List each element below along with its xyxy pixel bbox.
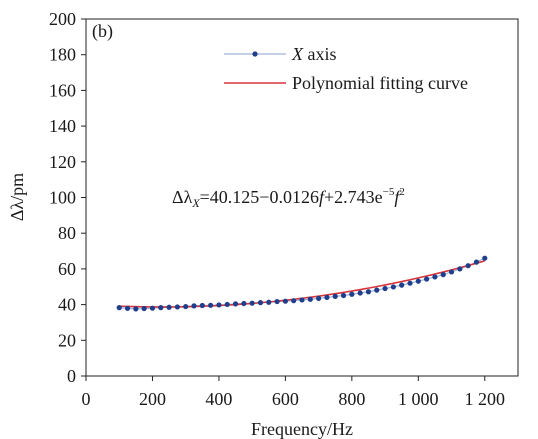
y-tick-label: 40 — [58, 295, 76, 315]
data-point — [340, 292, 347, 299]
data-point — [440, 272, 446, 278]
data-point — [191, 303, 197, 309]
data-point — [274, 298, 280, 305]
data-point — [465, 263, 471, 269]
legend-entry-fit: Polynomial fitting curve — [224, 73, 468, 93]
data-point — [365, 289, 372, 295]
data-point — [432, 274, 438, 280]
x-tick-label: 200 — [139, 389, 166, 409]
eq-subscript-x: X — [191, 196, 200, 210]
data-point — [357, 290, 363, 296]
legend-entry-x-axis: X axis — [224, 44, 337, 64]
data-point — [199, 302, 205, 309]
data-point — [448, 269, 455, 275]
data-point — [407, 280, 413, 286]
x-tick-label: 1 000 — [398, 389, 439, 409]
x-tick-label: 1 200 — [465, 389, 506, 409]
x-tick-label: 0 — [82, 389, 91, 409]
data-point — [124, 305, 131, 311]
data-point — [382, 285, 388, 292]
data-point — [399, 282, 405, 288]
data-point — [424, 276, 430, 282]
data-point — [316, 295, 322, 301]
x-axis-label: Frequency/Hz — [251, 419, 353, 439]
data-point — [183, 303, 189, 310]
axes: 0 200 400 600 800 1 000 1 200 0 20 40 60 80 100 120 14… — [49, 9, 505, 409]
data-point — [307, 296, 313, 302]
data-point — [349, 291, 355, 297]
data-point — [174, 304, 180, 310]
y-tick-label: 200 — [49, 9, 76, 29]
data-point — [473, 259, 480, 265]
eq-f2: f — [394, 187, 402, 207]
eq-delta-lambda: Δλ — [172, 187, 193, 207]
eq-quadratic-coef: +2.743e — [324, 187, 383, 207]
y-tick-label: 120 — [49, 152, 76, 172]
legend: X axis Polynomial fitting curve — [224, 44, 468, 93]
data-point — [324, 294, 330, 301]
data-point — [133, 306, 139, 312]
eq-constant-linear: =40.125−0.0126 — [200, 187, 319, 207]
eq-exponent: −5 — [383, 186, 395, 198]
data-point — [257, 300, 264, 306]
eq-f1: f — [319, 187, 327, 207]
panel-label: (b) — [92, 21, 113, 42]
y-tick-label: 160 — [49, 80, 76, 100]
data-point — [482, 255, 488, 261]
y-tick-label: 180 — [49, 45, 76, 65]
data-point — [332, 293, 338, 299]
x-tick-label: 400 — [205, 389, 232, 409]
data-point — [415, 278, 421, 284]
legend-x-axis-marker — [252, 51, 258, 57]
data-point — [116, 305, 122, 311]
data-point — [390, 284, 396, 290]
x-tick-label: 800 — [338, 389, 365, 409]
data-point — [158, 305, 164, 311]
data-point — [374, 287, 380, 293]
legend-x-axis-label-var: X — [291, 44, 304, 64]
data-point — [141, 305, 147, 312]
legend-x-axis-label-rest: axis — [303, 44, 337, 64]
y-tick-label: 0 — [67, 366, 76, 386]
y-tick-label: 20 — [58, 330, 76, 350]
data-point — [282, 298, 288, 304]
series-layer — [116, 255, 488, 312]
data-point — [232, 301, 239, 307]
y-tick-label: 80 — [58, 223, 76, 243]
data-point — [216, 302, 222, 308]
data-point — [224, 301, 230, 308]
y-tick-label: 140 — [49, 116, 76, 136]
data-point — [166, 304, 172, 310]
fit-equation: ΔλX=40.125−0.0126f+2.743e−5f2 — [172, 186, 405, 210]
data-point — [249, 300, 255, 306]
y-tick-label: 60 — [58, 259, 76, 279]
data-point — [299, 297, 305, 303]
eq-square: 2 — [399, 186, 405, 198]
y-tick-label: 100 — [49, 188, 76, 208]
data-point — [241, 300, 247, 307]
y-axis-label: Δλ/pm — [7, 173, 27, 221]
legend-x-axis-label: X axis — [291, 44, 337, 64]
data-point — [149, 305, 156, 311]
data-point — [457, 266, 463, 272]
data-point — [266, 299, 272, 305]
plot-area — [85, 18, 519, 377]
x-tick-label: 600 — [272, 389, 299, 409]
data-point — [208, 302, 214, 308]
legend-fit-label: Polynomial fitting curve — [292, 73, 468, 93]
data-point — [291, 298, 297, 304]
